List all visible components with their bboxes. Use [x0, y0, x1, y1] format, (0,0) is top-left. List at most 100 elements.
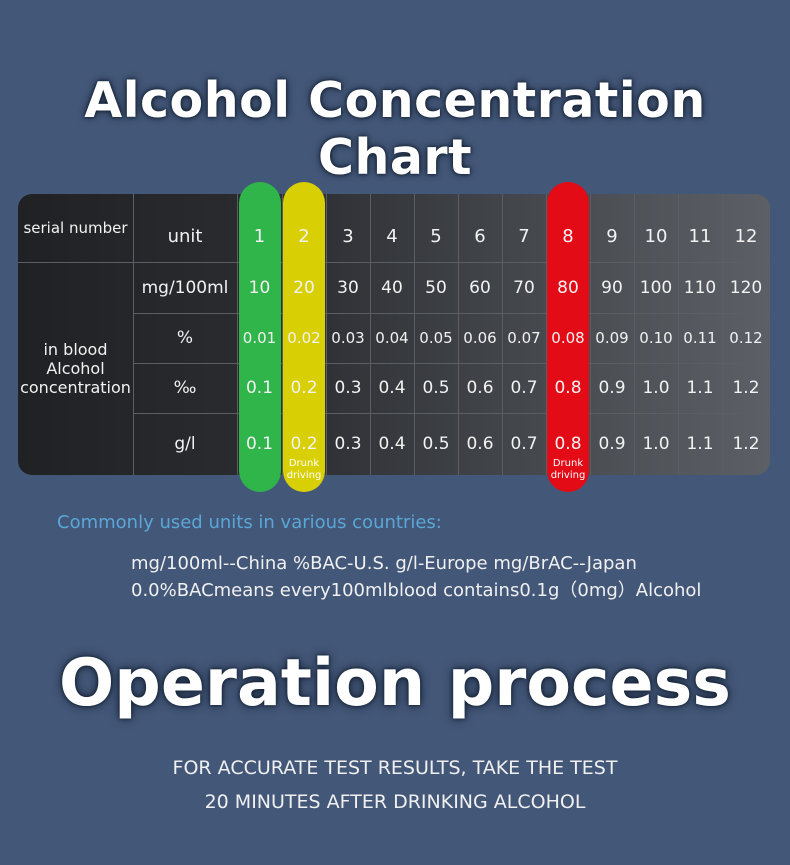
table-cell: 0.6 [466, 378, 494, 398]
table-cell: 0.9 [598, 434, 626, 454]
group-label-line-1: in blood [43, 340, 108, 359]
table-cell: 80 [557, 277, 579, 298]
drunk-driving-label-red: Drunk driving [547, 456, 589, 484]
table-cell: 0.3 [334, 434, 362, 454]
table-cell: 0.3 [334, 378, 362, 398]
operation-title: Operation process [59, 646, 731, 721]
table-cell: 0.02 [287, 329, 321, 347]
column-header-4: 4 [386, 225, 398, 247]
table-cell: 0.08 [551, 329, 585, 347]
table-cell: 0.09 [595, 329, 629, 347]
table-cell: 110 [683, 277, 717, 298]
row-unit-3: ‰ [173, 378, 197, 398]
grid-vline [590, 194, 591, 475]
grid-vline [722, 194, 723, 475]
grid-hline [18, 262, 770, 263]
alcohol-concentration-label: in blood Alcohol concentration [18, 262, 133, 475]
row-unit-4: g/l [174, 434, 196, 454]
table-cell: 90 [601, 277, 623, 298]
drunk-label-line2: driving [550, 470, 586, 481]
column-header-1: 1 [253, 225, 266, 247]
table-cell: 0.4 [378, 378, 406, 398]
table-cell: 50 [425, 277, 447, 298]
table-cell: 60 [469, 277, 491, 298]
column-header-10: 10 [644, 225, 668, 247]
column-header-9: 9 [606, 225, 618, 247]
group-label-line-3: concentration [20, 378, 131, 397]
table-cell: 0.8 [554, 378, 582, 398]
drunk-label-line1: Drunk [552, 458, 584, 469]
table-cell: 1.1 [686, 434, 714, 454]
grid-vline [502, 194, 503, 475]
table-cell: 0.03 [331, 329, 365, 347]
table-cell: 0.07 [507, 329, 541, 347]
table-cell: 0.1 [245, 434, 274, 454]
table-cell: 0.8 [554, 434, 582, 454]
column-header-3: 3 [342, 225, 354, 247]
table-cell: 1.0 [642, 378, 670, 398]
grid-hline [133, 313, 770, 314]
drunk-label-line2: driving [286, 470, 322, 481]
units-subtitle: Commonly used units in various countries… [57, 512, 442, 533]
grid-vline [282, 194, 283, 475]
table-cell: 0.01 [242, 329, 277, 347]
table-cell: 30 [337, 277, 359, 298]
table-cell: 10 [248, 277, 271, 298]
concentration-table [18, 194, 770, 475]
grid-vline [326, 194, 327, 475]
table-cell: 0.05 [419, 329, 453, 347]
table-cell: 0.7 [510, 434, 538, 454]
table-cell: 0.2 [290, 434, 318, 454]
table-cell: 40 [381, 277, 403, 298]
grid-hline [133, 363, 770, 364]
grid-vline [678, 194, 679, 475]
table-cell: 0.9 [598, 378, 626, 398]
column-header-5: 5 [430, 225, 442, 247]
serial-number-label: serial number [23, 219, 128, 237]
units-info-line2: 0.0%BACmeans every100mlblood contains0.1… [131, 580, 702, 601]
table-cell: 0.2 [290, 378, 318, 398]
drunk-driving-label-yellow: Drunk driving [283, 456, 325, 484]
note-line1: FOR ACCURATE TEST RESULTS, TAKE THE TEST [172, 757, 618, 779]
column-2-highlight [283, 182, 325, 492]
table-cell: 0.04 [375, 329, 409, 347]
column-header-11: 11 [688, 225, 712, 247]
table-cell: 0.6 [466, 434, 494, 454]
column-header-7: 7 [518, 225, 530, 247]
drunk-label-line1: Drunk [288, 458, 320, 469]
chart-title: Alcohol Concentration Chart [84, 72, 706, 186]
row-unit-1: mg/100ml [141, 277, 229, 298]
table-cell: 0.10 [639, 329, 673, 347]
grid-vline [237, 194, 238, 475]
grid-vline [458, 194, 459, 475]
table-cell: 120 [729, 277, 763, 298]
column-header-2: 2 [298, 225, 310, 247]
table-cell: 0.5 [422, 378, 450, 398]
grid-hline [133, 413, 770, 414]
table-cell: 0.7 [510, 378, 538, 398]
table-cell: 0.06 [463, 329, 497, 347]
table-cell: 0.12 [729, 329, 763, 347]
table-cell: 1.2 [732, 434, 760, 454]
table-cell: 0.4 [378, 434, 406, 454]
grid-vline [414, 194, 415, 475]
column-header-12: 12 [734, 225, 758, 247]
table-cell: 0.1 [245, 378, 274, 398]
table-cell: 0.5 [422, 434, 450, 454]
table-cell: 100 [639, 277, 673, 298]
column-8-highlight [547, 182, 589, 492]
grid-vline [634, 194, 635, 475]
table-cell: 1.2 [732, 378, 760, 398]
table-cell: 0.11 [683, 329, 717, 347]
note-line2: 20 MINUTES AFTER DRINKING ALCOHOL [204, 791, 586, 813]
table-cell: 70 [513, 277, 535, 298]
table-cell: 1.1 [686, 378, 714, 398]
grid-vline [133, 194, 134, 475]
table-cell: 1.0 [642, 434, 670, 454]
grid-vline [546, 194, 547, 475]
column-header-6: 6 [474, 225, 486, 247]
grid-vline [370, 194, 371, 475]
column-1-highlight [239, 182, 281, 492]
row-unit-2: % [176, 328, 194, 348]
unit-header: unit [167, 225, 203, 247]
